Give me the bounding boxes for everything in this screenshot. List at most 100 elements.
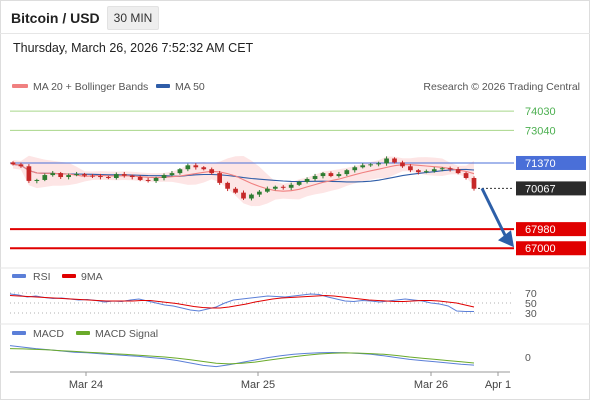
level-label-71370: 71370 [525,158,556,170]
rsi-tick-label: 70 [525,288,537,300]
candle-body [106,177,111,179]
ma20-legend-swatch [12,84,28,88]
candle-body [423,171,429,173]
ma20-line [12,163,475,192]
rsi-ma-line [9,294,475,309]
ma20-legend-label: MA 20 + Bollinger Bands [33,81,148,93]
candle-body [193,165,199,168]
candle-body [471,178,477,189]
candle-body [352,167,358,171]
candle-body [113,174,119,178]
candle-body [368,164,374,166]
x-tick-label: Mar 25 [241,379,275,391]
candle-body [90,175,95,177]
macd-tick-label: 0 [525,352,531,364]
candle-body [296,181,302,185]
ma50-legend-swatch [156,84,170,88]
candle-body [98,176,103,178]
rsi-legend-label: RSI [33,271,51,283]
candle-body [185,165,191,170]
candle-body [177,169,183,174]
candle-body [439,168,445,170]
macd-legend-label: MACD [33,328,64,340]
candle-body [288,184,294,188]
level-label-74030: 74030 [525,106,556,118]
candle-body [249,194,254,199]
candle-body [18,164,24,167]
candle-body [209,169,215,174]
candle-body [241,192,246,199]
rsi-tick-label: 30 [525,308,537,320]
moving-averages [12,163,475,192]
macd-panel: 0 [9,345,531,368]
rsi-ma-legend-swatch [62,274,76,278]
macd-signal-line [9,348,475,365]
candle-body [384,158,389,164]
candle-body [360,165,366,168]
candle-body [161,175,167,178]
candle-body [280,186,286,188]
instrument-title: Bitcoin / USD [11,10,100,26]
header-divider [0,33,590,34]
candle-body [153,178,159,181]
level-label-bg-70067 [516,181,586,196]
candle-body [233,188,238,193]
level-label-bg-67000 [516,241,586,256]
x-tick-label: Apr 1 [485,379,511,391]
level-label-bg-67980 [516,222,586,237]
level-label-73040: 73040 [525,125,556,137]
projection-arrow-head [498,230,514,248]
x-axis-ticks: Mar 24 Mar 25 Mar 26 Apr 1 [69,372,511,391]
bollinger-band-area [13,155,474,207]
candle-body [66,175,71,178]
candle-body [201,167,207,170]
level-label-70067: 70067 [525,183,556,195]
macd-legend-swatch [12,331,26,335]
bollinger-bands [13,155,474,207]
research-credit: Research © 2026 Trading Central [423,81,580,93]
level-label-bg-71370 [516,155,586,170]
candle-body [42,175,48,180]
macd-signal-legend-label: MACD Signal [95,328,158,340]
candle-body [74,174,79,176]
key-levels [10,110,514,250]
candle-body [265,188,270,192]
candle-body [431,169,437,172]
timeframe-badge[interactable]: 30 MIN [107,6,159,30]
candle-body [137,177,143,180]
projection [480,187,514,248]
candle-body [392,158,397,163]
macd-signal-legend-swatch [76,331,90,335]
candle-body [304,178,310,182]
candle-body [336,174,342,177]
rsi-ma-legend-label: 9MA [81,271,103,283]
candle-body [121,174,127,176]
x-tick-label: Mar 24 [69,379,103,391]
candles [10,156,477,201]
ma50-line [12,163,475,183]
candle-body [344,170,350,175]
candle-body [447,168,453,170]
x-tick-label: Mar 26 [414,379,448,391]
macd-line [9,345,475,368]
rsi-tick-label: 50 [525,298,537,310]
candle-body [320,173,326,177]
level-label-67980: 67980 [525,224,556,236]
candle-body [416,170,421,173]
candle-body [50,173,56,176]
projection-arrow-shaft [480,187,508,238]
candle-body [145,179,151,181]
level-labels: 74030 73040 71370 70067 67980 67000 [516,106,586,256]
candle-body [10,162,16,165]
candle-body [129,175,135,178]
candle-body [58,173,64,178]
candle-body [463,173,469,178]
candle-body [400,162,405,167]
rsi-legend-swatch [12,274,26,278]
candle-body [455,169,461,174]
candle-body [376,163,381,165]
candle-body [26,166,32,181]
candle-body [217,173,222,183]
